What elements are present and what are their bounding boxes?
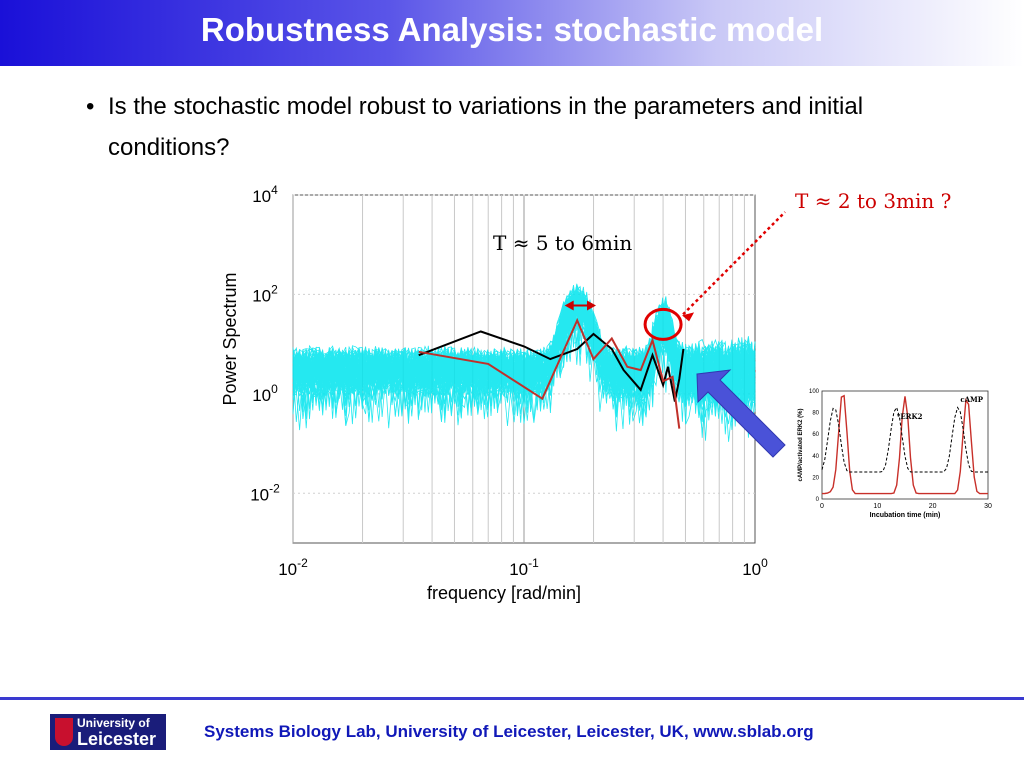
inset-plot-area [821,390,989,500]
inset-x-label: Incubation time (min) [870,512,941,519]
ensemble-trace [292,295,756,417]
inset-erk2-line [821,406,988,473]
inset-x-tick: 10 [873,503,881,510]
y-tick-label: 100 [252,382,278,405]
footer-text: Systems Biology Lab, University of Leice… [204,722,814,741]
inset-x-tick: 0 [820,503,824,510]
inset-time-series: 0 10 20 30 0 20 40 60 80 100 Incubation time (min)… [798,389,992,519]
logo-line2: Leicester [77,729,157,749]
footer-divider [0,697,1024,700]
series-black-line [418,330,685,402]
x-axis-label: frequency [rad/min] [427,583,581,603]
inset-y-tick: 100 [809,389,820,395]
peak1-annotation: T ≈ 5 to 6min [493,231,632,255]
y-axis-label: Power Spectrum [220,272,240,405]
inset-series-label: cAMP [960,395,983,404]
inset-y-tick: 20 [812,475,819,481]
series-red-line [418,317,681,429]
inset-series-label: *ERK2 [897,412,923,421]
bullet-dot: • [86,93,95,120]
inset-camp-line [821,394,988,495]
x-tick-label: 10-1 [509,556,539,579]
blue-pointer-arrow [696,369,786,458]
y-tick-label: 102 [252,282,278,305]
ensemble-trace [292,295,756,412]
ensemble-trace [292,288,756,413]
x-tick-label: 10-2 [278,556,308,579]
ensemble-traces [292,283,756,442]
arrow-head-right [587,300,597,311]
bullet-text: Is the stochastic model robust to variat… [108,93,864,161]
inset-y-tick: 80 [812,411,819,417]
x-tick-label: 100 [742,556,768,579]
inset-y-label: cAMP/activated ERK2 (%) [798,408,804,481]
inset-x-tick: 30 [984,503,992,510]
ensemble-trace [292,292,756,413]
peak2-circle [643,307,683,341]
inset-y-tick: 0 [816,497,820,503]
inset-x-tick: 20 [929,503,937,510]
title-bar: Robustness Analysis: stochastic model [0,0,1024,66]
shield-icon [55,718,73,746]
slide-title: Robustness Analysis: stochastic model [200,11,824,48]
arrow-head-left [564,300,574,311]
y-tick-label: 10-2 [250,481,280,504]
peak2-pointer [682,211,786,316]
logo-line1: University of [77,716,150,730]
inset-y-tick: 60 [812,432,819,438]
y-tick-label: 104 [252,183,278,206]
peak2-pointer-head [682,312,695,322]
university-logo: University of Leicester [50,714,166,750]
inset-y-tick: 40 [812,454,819,460]
peak2-annotation: T ≈ 2 to 3min ? [795,189,951,213]
